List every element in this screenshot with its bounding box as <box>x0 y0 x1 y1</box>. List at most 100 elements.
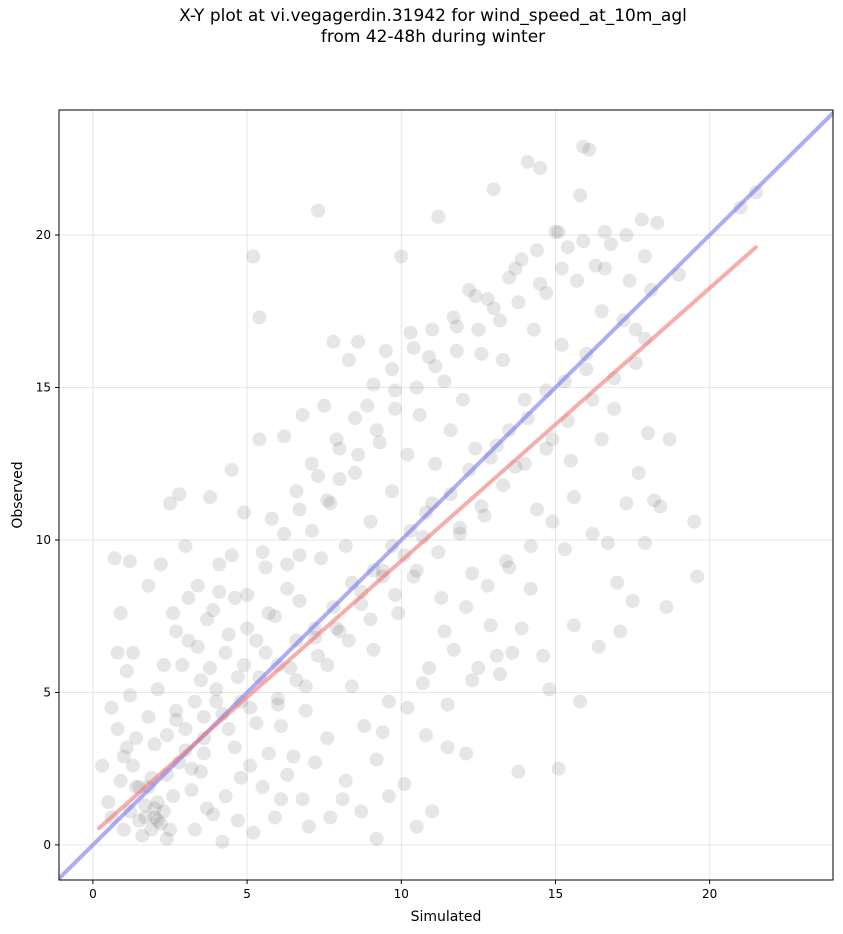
data-point <box>206 807 221 822</box>
data-point <box>529 243 544 258</box>
data-point <box>548 224 563 239</box>
chart-title-line-2: from 42-48h during winter <box>320 27 546 47</box>
data-point <box>437 374 452 389</box>
data-point <box>566 618 581 633</box>
data-point <box>156 804 171 819</box>
data-point <box>147 737 162 752</box>
data-point <box>551 224 566 239</box>
data-point <box>363 612 378 627</box>
data-point <box>258 645 273 660</box>
data-point <box>406 340 421 355</box>
data-point <box>579 362 594 377</box>
data-point <box>129 731 144 746</box>
data-point <box>221 627 236 642</box>
data-point <box>181 590 196 605</box>
data-point <box>203 661 218 676</box>
data-point <box>249 715 264 730</box>
data-point <box>200 612 215 627</box>
data-point <box>748 185 763 200</box>
data-point <box>126 645 141 660</box>
data-point <box>126 758 141 773</box>
data-point <box>200 801 215 816</box>
data-point <box>514 621 529 636</box>
data-point <box>455 392 470 407</box>
data-point <box>317 398 332 413</box>
data-point <box>557 374 572 389</box>
data-point <box>224 462 239 477</box>
data-point <box>184 783 199 798</box>
data-point <box>418 728 433 743</box>
data-point <box>332 624 347 639</box>
data-point <box>286 749 301 764</box>
data-point <box>277 526 292 541</box>
data-point <box>166 606 181 621</box>
data-point <box>690 569 705 584</box>
y-tick-label: 0 <box>43 838 51 852</box>
data-point <box>338 539 353 554</box>
data-point <box>212 584 227 599</box>
data-point <box>280 767 295 782</box>
data-point <box>153 816 168 831</box>
data-point <box>412 407 427 422</box>
data-point <box>206 603 221 618</box>
data-point <box>391 606 406 621</box>
data-point <box>301 819 316 834</box>
data-point <box>520 154 535 169</box>
data-point <box>418 505 433 520</box>
data-point <box>496 478 511 493</box>
data-point <box>196 746 211 761</box>
data-point <box>280 581 295 596</box>
data-point <box>184 761 199 776</box>
data-point <box>431 545 446 560</box>
data-point <box>196 709 211 724</box>
data-point <box>517 392 532 407</box>
data-point <box>193 764 208 779</box>
data-point <box>434 590 449 605</box>
data-point <box>304 523 319 538</box>
data-point <box>381 789 396 804</box>
data-point <box>619 496 634 511</box>
data-point <box>138 810 153 825</box>
data-point <box>523 539 538 554</box>
data-point <box>366 377 381 392</box>
data-point <box>369 752 384 767</box>
data-point <box>178 722 193 737</box>
data-point <box>560 240 575 255</box>
data-point <box>443 487 458 502</box>
data-point <box>526 322 541 337</box>
data-point <box>261 746 276 761</box>
data-point <box>622 273 637 288</box>
data-point <box>150 682 165 697</box>
data-point <box>289 484 304 499</box>
ticks-layer: 0 5 10 15 20 0 5 10 15 20 <box>36 228 718 901</box>
data-point <box>511 295 526 310</box>
y-tick-label: 10 <box>36 533 51 547</box>
data-point <box>298 679 313 694</box>
data-point <box>147 801 162 816</box>
data-point <box>237 658 252 673</box>
data-point <box>533 276 548 291</box>
data-point <box>230 670 245 685</box>
data-point <box>141 578 156 593</box>
data-point <box>529 502 544 517</box>
data-point <box>311 203 326 218</box>
points-layer <box>95 139 763 849</box>
data-point <box>348 465 363 480</box>
data-point <box>166 789 181 804</box>
data-point <box>687 514 702 529</box>
data-point <box>113 773 128 788</box>
data-point <box>637 249 652 264</box>
data-point <box>422 350 437 365</box>
data-point <box>221 722 236 737</box>
data-point <box>634 212 649 227</box>
data-point <box>462 462 477 477</box>
data-point <box>409 563 424 578</box>
data-point <box>187 822 202 837</box>
data-point <box>159 728 174 743</box>
data-point <box>119 664 134 679</box>
data-point <box>150 813 165 828</box>
data-point <box>252 310 267 325</box>
data-point <box>446 310 461 325</box>
data-point <box>224 548 239 563</box>
data-point <box>122 804 137 819</box>
